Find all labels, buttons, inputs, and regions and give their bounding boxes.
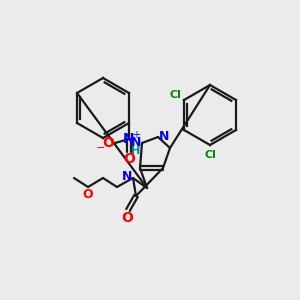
Text: O: O [83, 188, 93, 202]
Text: N: N [122, 170, 132, 184]
Text: O: O [102, 136, 114, 150]
Text: O: O [123, 152, 135, 166]
Text: N: N [159, 130, 169, 142]
Text: N: N [123, 132, 135, 146]
Text: Cl: Cl [204, 150, 216, 160]
Text: N: N [131, 136, 141, 148]
Text: O: O [121, 211, 133, 225]
Text: −: − [96, 143, 106, 153]
Text: Cl: Cl [169, 90, 181, 100]
Text: H: H [131, 146, 141, 156]
Text: +: + [132, 130, 140, 140]
